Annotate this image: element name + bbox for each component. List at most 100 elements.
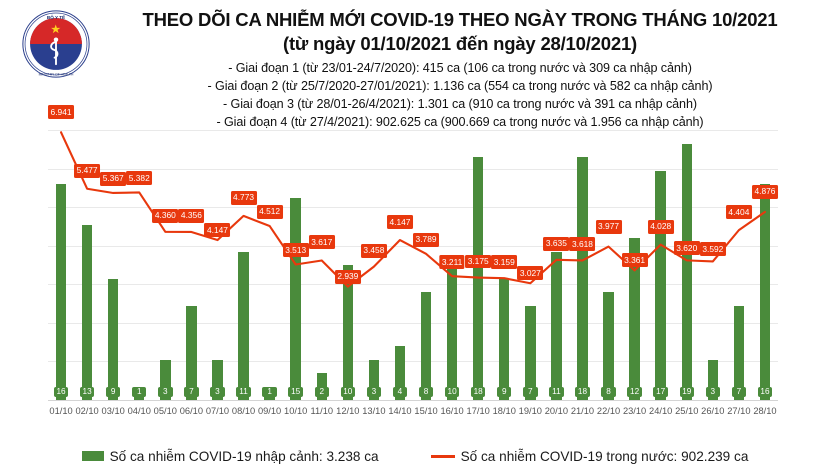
x-axis-tick-label: 15/10: [414, 406, 438, 416]
line-value-label: 5.477: [74, 163, 101, 178]
bar-value-label: 16: [757, 387, 773, 398]
x-axis-tick-label: 21/10: [570, 406, 595, 416]
bar[interactable]: [290, 197, 301, 400]
phase-line-4: - Giai đoạn 4 (từ 27/4/2021): 902.625 ca…: [216, 114, 704, 129]
x-axis-tick-label: 27/10: [727, 406, 751, 416]
bar[interactable]: [655, 170, 666, 400]
x-axis-tick-label: 07/10: [205, 406, 230, 416]
bar-value-label: 7: [523, 387, 538, 398]
x-axis-tick-label: 06/10: [179, 406, 204, 416]
bar[interactable]: [186, 305, 197, 400]
line-series: [59, 131, 767, 288]
x-axis-tick-label: 22/10: [596, 406, 621, 416]
line-value-label: 4.147: [204, 223, 231, 237]
bar-value-label: 10: [444, 387, 460, 398]
bar[interactable]: [316, 373, 327, 400]
line-value-label: 3.977: [595, 219, 622, 234]
vietnam-ministry-of-health-logo: BỘ Y TẾ MINISTRY OF HEALTH: [20, 8, 92, 80]
bar-value-label: 3: [210, 387, 225, 398]
bar[interactable]: [499, 278, 510, 400]
bar[interactable]: [629, 238, 640, 400]
bar-value-label: 3: [705, 387, 721, 398]
x-axis-tick-label: 17/10: [466, 406, 490, 416]
gridline: [48, 207, 778, 209]
legend-line-label: Số ca nhiễm COVID-19 trong nước: 902.239…: [460, 448, 749, 464]
line-value-label: 4.876: [751, 184, 778, 199]
bar[interactable]: [160, 359, 171, 400]
line-value-label: 4.360: [152, 208, 179, 223]
gridline: [48, 361, 778, 363]
legend-item-bar[interactable]: Số ca nhiễm COVID-19 nhập cảnh: 3.238 ca: [81, 448, 379, 464]
svg-text:BỘ Y TẾ: BỘ Y TẾ: [47, 13, 65, 20]
bar-value-label: 2: [314, 387, 329, 398]
line-value-label: 3.592: [699, 242, 726, 257]
title-block: THEO DÕI CA NHIỄM MỚI COVID-19 THEO NGÀY…: [100, 8, 820, 132]
line-value-label: 2.939: [334, 269, 361, 284]
page-title: THEO DÕI CA NHIỄM MỚI COVID-19 THEO NGÀY…: [142, 9, 778, 30]
line-value-label: 6.941: [48, 105, 75, 120]
bar[interactable]: [420, 292, 432, 400]
gridline: [48, 284, 778, 286]
svg-text:MINISTRY OF HEALTH: MINISTRY OF HEALTH: [39, 73, 74, 77]
bar[interactable]: [55, 184, 67, 400]
line-value-label: 3.175: [465, 254, 492, 269]
bar-value-label: 8: [418, 387, 434, 398]
bar[interactable]: [681, 143, 692, 400]
bar[interactable]: [81, 224, 93, 400]
x-axis-tick-label: 11/10: [310, 406, 334, 416]
bar-value-label: 18: [470, 387, 486, 398]
bar[interactable]: [759, 184, 771, 400]
bar[interactable]: [707, 359, 719, 400]
x-axis-tick-label: 16/10: [440, 406, 464, 416]
line-value-label: 4.147: [386, 215, 413, 229]
chart-plot-area: 1.0002.0003.0004.0005.0006.0007.000 2468…: [0, 105, 830, 422]
line-value-label: 3.027: [517, 266, 544, 281]
bar-value-label: 19: [679, 387, 694, 398]
bar[interactable]: [238, 251, 249, 400]
bar-value-label: 17: [653, 387, 668, 398]
bar-value-label: 11: [236, 387, 251, 398]
x-axis-tick-label: 14/10: [388, 406, 412, 416]
bar-value-label: 18: [575, 387, 590, 398]
bar[interactable]: [342, 265, 354, 400]
bar-value-label: 1: [132, 387, 147, 398]
bar-value-label: 16: [53, 387, 69, 398]
x-axis-tick-label: 09/10: [257, 406, 282, 416]
bar-value-label: 9: [497, 387, 512, 398]
page-subtitle: (từ ngày 01/10/2021 đến ngày 28/10/2021): [282, 33, 637, 55]
bar[interactable]: [394, 346, 406, 400]
bar[interactable]: [551, 251, 562, 400]
legend-item-line[interactable]: Số ca nhiễm COVID-19 trong nước: 902.239…: [430, 448, 749, 464]
bar[interactable]: [107, 278, 119, 400]
bar[interactable]: [212, 359, 223, 400]
x-axis-tick-label: 18/10: [492, 406, 516, 416]
legend-bar-swatch-icon: [81, 451, 104, 461]
bar[interactable]: [733, 305, 745, 400]
phase-line-2: - Giai đoạn 2 (từ 25/7/2020-27/01/2021):…: [207, 79, 713, 94]
gridline: [48, 322, 778, 324]
bar-value-label: 3: [158, 387, 173, 398]
bar-value-label: 7: [731, 387, 747, 398]
line-value-label: 3.211: [439, 255, 465, 270]
x-axis-line: [48, 400, 778, 401]
chart-legend: Số ca nhiễm COVID-19 nhập cảnh: 3.238 ca…: [0, 443, 830, 469]
bar[interactable]: [525, 305, 536, 400]
bar[interactable]: [446, 265, 458, 400]
bar-value-label: 11: [549, 387, 564, 398]
line-value-label: 3.618: [569, 237, 596, 252]
x-axis-tick-label: 05/10: [153, 406, 177, 416]
x-axis-tick-label: 13/10: [362, 406, 386, 416]
legend-bar-label: Số ca nhiễm COVID-19 nhập cảnh: 3.238 ca: [109, 448, 379, 464]
bar-value-label: 15: [288, 387, 303, 398]
line-value-label: 3.361: [621, 253, 648, 268]
x-axis-tick-label: 12/10: [336, 406, 360, 416]
bar[interactable]: [368, 359, 380, 400]
x-axis-tick-label: 01/10: [49, 406, 73, 416]
x-axis-tick-label: 23/10: [622, 406, 647, 416]
x-axis-tick-label: 10/10: [284, 406, 308, 416]
line-value-label: 3.789: [413, 232, 440, 247]
bar[interactable]: [577, 157, 588, 400]
bar-value-label: 13: [79, 387, 95, 398]
bar[interactable]: [603, 292, 614, 400]
line-value-label: 3.617: [308, 235, 335, 250]
